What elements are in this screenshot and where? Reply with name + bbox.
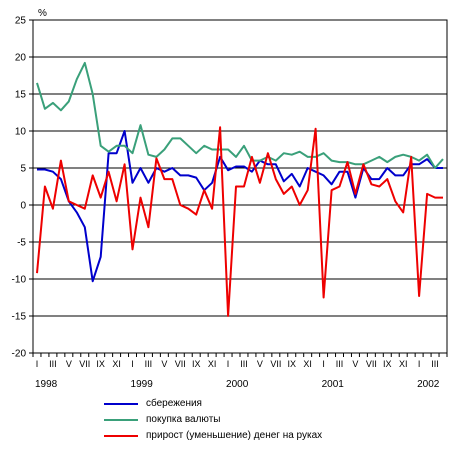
x-tick-label: V (66, 359, 72, 369)
series-lines (36, 61, 444, 317)
y-tick-label: -15 (12, 312, 27, 323)
legend-label-cash-increase: прирост (уменьшение) денег на руках (146, 430, 323, 441)
year-label: 2002 (417, 379, 440, 390)
y-tick-label: 10 (15, 127, 27, 138)
x-tick-label: III (145, 359, 153, 369)
year-label: 1999 (131, 379, 154, 390)
y-unit-label: % (38, 8, 47, 19)
x-tick-label: V (352, 359, 358, 369)
legend-label-currency-purchase: покупка валюты (146, 414, 221, 425)
year-label: 2000 (226, 379, 249, 390)
x-tick-label: III (431, 359, 439, 369)
year-label: 2001 (322, 379, 345, 390)
legend-swatch-savings (104, 403, 138, 405)
x-tick-label: I (131, 359, 134, 369)
y-tick-label: 15 (15, 90, 27, 101)
legend-swatch-currency-purchase (104, 419, 138, 421)
y-tick-label: 20 (15, 53, 27, 64)
x-tick-label: VII (175, 359, 186, 369)
x-tick-label: III (336, 359, 344, 369)
x-tick-label: I (322, 359, 325, 369)
series-line-cash-increase (36, 126, 443, 317)
legend-swatch-cash-increase (104, 435, 138, 437)
x-tick-label: XI (208, 359, 217, 369)
y-tick-label: -10 (12, 275, 27, 286)
y-tick-label: -20 (12, 349, 27, 360)
x-tick-label: IX (96, 359, 105, 369)
x-tick-label: III (240, 359, 248, 369)
x-tick-label: III (49, 359, 57, 369)
x-tick-label: IX (192, 359, 201, 369)
x-tick-label: XI (112, 359, 121, 369)
x-tick-label: VII (270, 359, 281, 369)
x-tick-label: IX (383, 359, 392, 369)
x-tick-label: VII (366, 359, 377, 369)
x-tick-label: I (227, 359, 230, 369)
legend-label-savings: сбережения (146, 398, 202, 409)
x-tick-label: XI (399, 359, 408, 369)
x-axis: I III V VII IX XI I III V VII IX XI I III V VII IX XI I III… (32, 353, 448, 390)
y-tick-label: 25 (15, 16, 27, 27)
x-tick-label: V (257, 359, 263, 369)
x-tick-label: VII (79, 359, 90, 369)
x-tick-label: XI (303, 359, 312, 369)
series-line-savings (37, 130, 443, 283)
x-tick-label: I (418, 359, 421, 369)
y-axis: 25 20 15 10 5 0 -5 -10 -15 -20 (12, 16, 33, 360)
series-line-currency-purchase (36, 61, 444, 169)
year-label: 1998 (35, 379, 58, 390)
x-tick-label: I (36, 359, 39, 369)
y-tick-label: 5 (20, 164, 26, 175)
x-tick-label: IX (287, 359, 296, 369)
x-tick-label: V (161, 359, 167, 369)
plot-frame (32, 19, 448, 354)
y-tick-label: -5 (17, 238, 26, 249)
y-tick-label: 0 (20, 201, 26, 212)
